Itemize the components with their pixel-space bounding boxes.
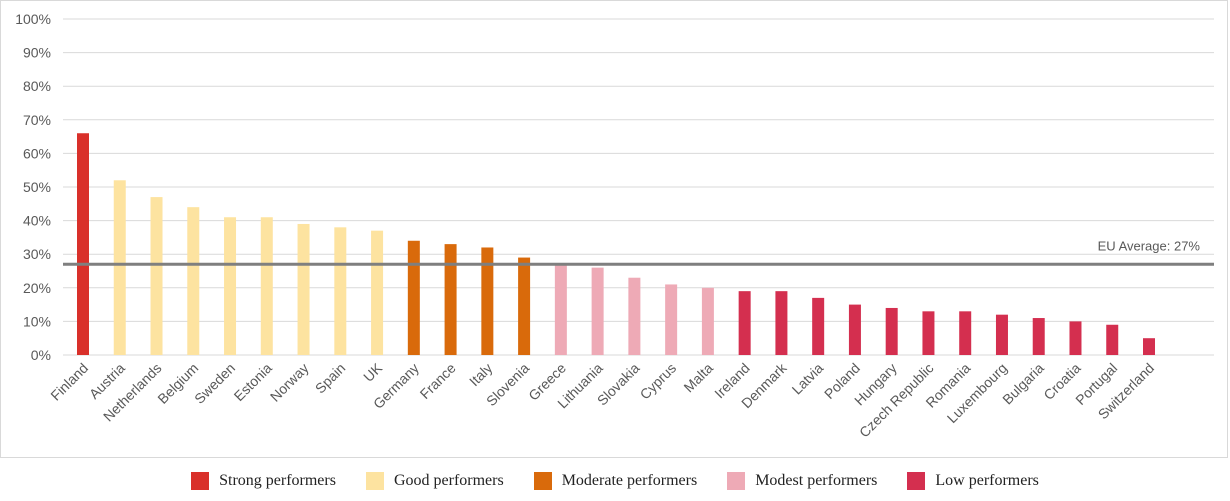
bar-finland [77,133,89,355]
bar-slovenia [518,257,531,355]
y-tick-label: 20% [23,280,51,296]
x-tick-label: UK [360,359,386,385]
bar-chart: 0% 10% 20% 30% 40% 50% 60% 70% 80% 90% 100% Finlan… [15,11,1214,440]
legend-item: Low performers [907,472,1039,490]
y-tick-label: 90% [23,45,51,61]
x-tick-label: Bulgaria [999,360,1047,408]
legend-swatch [907,472,926,490]
bar-denmark [775,291,788,355]
bar-france [444,244,457,355]
bar-switzerland [1143,338,1155,355]
gridlines [63,18,1214,356]
bar-romania [959,311,972,355]
bar-lithuania [591,267,604,355]
bar-spain [334,227,347,355]
x-tick-label: Finland [47,360,91,404]
bar-poland [848,304,861,355]
y-tick-label: 80% [23,78,51,94]
bar-portugal [1106,324,1119,355]
bar-bulgaria [1032,318,1045,355]
legend-swatch [727,472,746,490]
bar-belgium [187,207,200,355]
bar-hungary [885,307,898,355]
x-tick-label: Italy [466,360,495,389]
bar-estonia [260,217,273,355]
legend-label: Modest performers [755,472,878,489]
x-tick-label: Cyprus [637,360,680,403]
bar-sweden [224,217,237,355]
y-tick-label: 10% [23,313,51,329]
y-tick-label: 30% [23,246,51,262]
y-tick-label: 50% [23,179,51,195]
bar-czech-republic [922,311,935,355]
bar-ireland [738,291,751,355]
legend-item: Moderate performers [533,472,698,490]
legend-item: Modest performers [727,472,877,490]
x-tick-label: Norway [267,360,312,405]
bar-norway [297,223,310,355]
bar-italy [481,247,494,355]
chart-frame: 0% 10% 20% 30% 40% 50% 60% 70% 80% 90% 100% Finlan… [0,0,1228,458]
legend-label: Strong performers [219,472,336,489]
x-tick-label: Spain [312,360,349,397]
legend: Strong performers Good performers Moderate… [0,466,1230,496]
bar-slovakia [628,277,641,355]
bar-greece [554,264,567,355]
x-axis-labels: FinlandAustriaNetherlandsBelgiumSwedenEs… [47,359,1157,440]
y-axis-ticks: 0% 10% 20% 30% 40% 50% 60% 70% 80% 90% 100% [15,11,51,363]
x-tick-label: Sweden [191,360,238,407]
legend-label: Low performers [935,472,1039,489]
legend-swatch [365,472,384,490]
y-tick-label: 70% [23,112,51,128]
legend-swatch [533,472,552,490]
eu-average-label: EU Average: 27% [1098,238,1201,253]
legend-swatch [191,472,210,490]
eu-average-line: EU Average: 27% [63,238,1214,266]
bar-luxembourg [995,314,1008,355]
y-tick-label: 100% [15,11,51,27]
legend-item: Good performers [365,472,504,490]
bar-germany [407,240,420,355]
bar-latvia [812,297,825,355]
bar-netherlands [150,197,163,355]
legend-label: Moderate performers [561,472,698,489]
legend-label: Good performers [393,472,504,489]
bar-croatia [1069,321,1082,355]
x-tick-label: Estonia [231,360,275,404]
y-tick-label: 40% [23,213,51,229]
bar-austria [113,180,126,355]
bar-cyprus [665,284,678,355]
y-tick-label: 0% [31,347,51,363]
y-tick-label: 60% [23,145,51,161]
x-tick-label: France [417,360,459,402]
legend-item: Strong performers [191,472,336,490]
bar-malta [701,287,714,355]
bars [77,133,1155,355]
bar-uk [371,230,384,355]
